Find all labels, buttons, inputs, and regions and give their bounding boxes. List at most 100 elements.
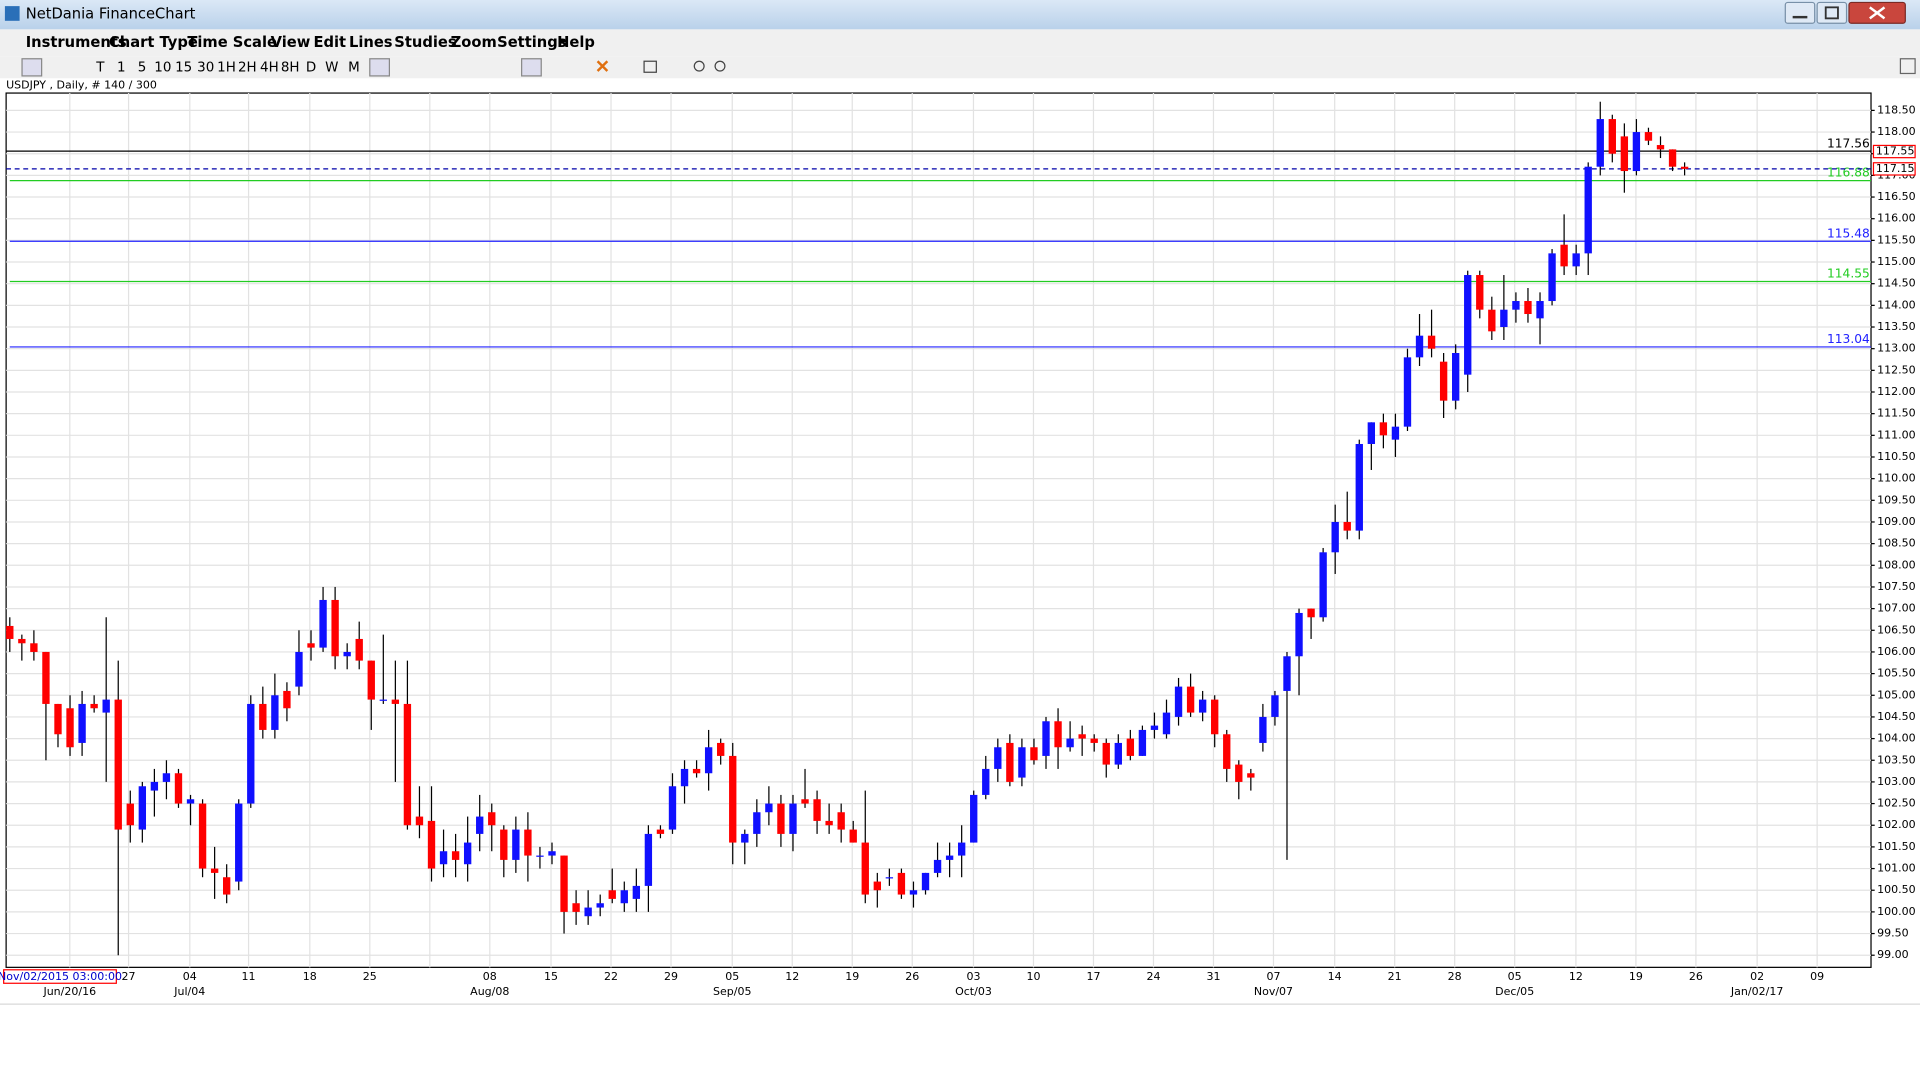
candle-body (1247, 773, 1255, 778)
candle-body (632, 885, 641, 899)
candle-body (1018, 747, 1026, 778)
timeframe-button[interactable]: T (95, 60, 105, 75)
timeframe-button[interactable]: 30 (197, 60, 214, 75)
candle-body (1488, 309, 1496, 332)
x-tick-label: 03 (966, 970, 980, 983)
delete-icon[interactable] (596, 60, 609, 72)
timeframe-button[interactable]: D (306, 60, 316, 75)
candle-body (1548, 253, 1556, 302)
menu-item[interactable]: Edit (313, 34, 346, 51)
candle-body (1343, 521, 1351, 531)
horizontal-line-label: 115.48 (1827, 226, 1870, 240)
candle-body (1572, 253, 1580, 267)
y-tick-label: 105.50 (1877, 667, 1916, 680)
zoom-in-icon[interactable] (693, 60, 705, 72)
minimize-button[interactable] (1784, 1, 1816, 24)
toolbar-button[interactable] (369, 58, 391, 77)
plot-area (5, 92, 1872, 968)
candle-body (644, 833, 653, 886)
y-tick-label: 116.50 (1877, 190, 1916, 203)
candle-body (355, 638, 363, 661)
candle-body (789, 803, 797, 834)
menu-item[interactable]: Zoom (451, 34, 497, 51)
candle-body (30, 643, 38, 652)
candle-body (1235, 764, 1243, 782)
candle-body (1560, 244, 1568, 267)
x-tick-label: 25 (363, 970, 377, 983)
panel-toggle[interactable] (1899, 58, 1916, 75)
x-month-label: Dec/05 (1495, 985, 1534, 998)
menu-item[interactable]: Time Scale (187, 34, 277, 51)
x-tick-label: 05 (1508, 970, 1522, 983)
y-tick-label: 105.00 (1877, 688, 1916, 701)
y-tick-label: 106.50 (1877, 623, 1916, 636)
maximize-icon (1824, 6, 1839, 20)
candle-body (753, 812, 761, 834)
candle-body (138, 786, 147, 830)
y-tick-label: 115.00 (1877, 255, 1916, 268)
candle-body (1668, 149, 1677, 167)
candle-body (1644, 132, 1653, 141)
y-tick-label: 100.50 (1877, 883, 1916, 896)
menu-item[interactable]: Help (557, 34, 595, 51)
menu-item[interactable]: View (271, 34, 311, 51)
menu-item[interactable]: Settings (497, 34, 567, 51)
y-tick-label: 107.50 (1877, 580, 1916, 593)
timeframe-button[interactable]: 1H (217, 60, 236, 75)
y-tick-label: 108.50 (1877, 537, 1916, 550)
x-tick-label: 07 (1266, 970, 1280, 983)
candle-body (1223, 734, 1231, 769)
menu-item[interactable]: Lines (349, 34, 393, 51)
toolbar-button[interactable] (521, 58, 542, 77)
candle-body (476, 816, 484, 834)
candle-body (1102, 742, 1110, 765)
y-tick-label: 102.00 (1877, 818, 1916, 831)
timeframe-button[interactable]: 2H (238, 60, 257, 75)
candle-body (536, 855, 544, 857)
x-tick-label: 02 (1750, 970, 1764, 983)
timeframe-button[interactable]: 15 (175, 60, 192, 75)
candle-body (1126, 738, 1135, 756)
menu-item[interactable]: Instruments (26, 34, 127, 51)
candle-body (656, 829, 665, 834)
x-tick-label: 10 (1026, 970, 1040, 983)
candle-body (729, 755, 737, 843)
x-month-label: Jan/02/17 (1730, 985, 1783, 998)
timeframe-button[interactable]: 5 (138, 60, 147, 75)
candle-body (319, 599, 327, 648)
candle-body (463, 842, 472, 865)
candle-body (271, 695, 279, 730)
candle-body (704, 747, 713, 774)
zoom-out-icon[interactable] (714, 60, 726, 72)
menu-item[interactable]: Chart Type (109, 34, 198, 51)
candle-body (235, 803, 243, 882)
timeframe-button[interactable]: 10 (154, 60, 171, 75)
candle-body (825, 820, 833, 826)
y-tick-label: 110.50 (1877, 450, 1916, 463)
candle-body (1524, 301, 1532, 315)
candle-body (1632, 132, 1641, 172)
y-tick-label: 112.50 (1877, 363, 1916, 376)
candle-body (1138, 729, 1147, 756)
timeframe-button[interactable]: 1 (117, 60, 126, 75)
candle-body (1271, 695, 1279, 717)
app-icon (4, 6, 20, 21)
y-tick-label: 116.00 (1877, 212, 1916, 225)
print-icon[interactable] (643, 60, 657, 73)
x-month-label: Nov/07 (1254, 985, 1293, 998)
timeframe-button[interactable]: 8H (281, 60, 300, 75)
toolbar-button[interactable] (21, 58, 43, 77)
maximize-button[interactable] (1816, 1, 1848, 24)
x-tick-label: 18 (303, 970, 317, 983)
price-marker-label: 117.15 (1876, 162, 1915, 175)
horizontal-line-label: 113.04 (1827, 332, 1870, 346)
menu-item[interactable]: Studies (394, 34, 457, 51)
timeframe-button[interactable]: M (348, 60, 360, 75)
x-month-label: Aug/08 (470, 985, 509, 998)
candle-body (1367, 422, 1376, 444)
timeframe-button[interactable]: W (325, 60, 338, 75)
timeframe-button[interactable]: 4H (260, 60, 279, 75)
candle-body (982, 768, 990, 795)
y-tick-label: 111.00 (1877, 428, 1916, 441)
